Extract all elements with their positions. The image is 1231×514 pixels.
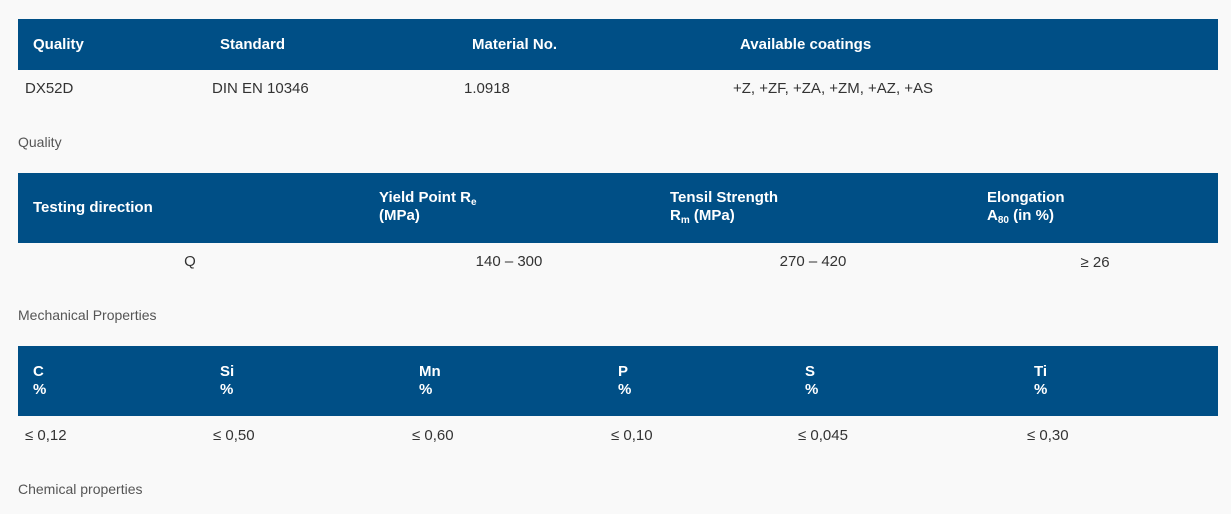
element: Mn [419,363,441,380]
header-standard: Standard [220,36,286,53]
caption-mechanical: Mechanical Properties [18,307,157,323]
cell-testing-direction: Q [184,253,196,270]
cell-tensil-strength: 270 – 420 [779,253,847,270]
element: C [33,363,44,380]
cell-elongation: ≥ 26 [1080,254,1110,271]
cell-si: ≤ 0,50 [213,427,255,444]
cell-c: ≤ 0,12 [25,427,67,444]
cell-yield-point: 140 – 300 [475,253,543,270]
cell-coatings: +Z, +ZF, +ZA, +ZM, +AZ, +AS [733,80,934,97]
subscript: 80 [997,215,1009,226]
mechanical-table-header [18,173,1218,243]
header-ti: Ti% [1034,363,1047,399]
header-symbol: R [670,207,681,224]
cell-p: ≤ 0,10 [611,427,653,444]
header-text: Elongation [987,189,1065,206]
header-yield-point: Yield Point Re (MPa) [379,189,477,225]
header-elongation: Elongation A80 (in %) [987,189,1065,226]
header-c: C% [33,363,46,399]
header-unit: (in %) [1008,207,1054,224]
subscript: m [680,215,690,226]
element: S [805,363,816,380]
header-text: Tensil Strength [670,189,779,206]
header-si: Si% [220,363,234,399]
header-material-no: Material No. [472,36,558,53]
cell-ti: ≤ 0,30 [1027,427,1069,444]
header-s: S% [805,363,818,399]
unit: % [1034,381,1048,398]
header-symbol: A [987,207,998,224]
quality-table-header [18,19,1218,70]
header-quality: Quality [33,36,84,53]
header-text: Testing direction [33,199,153,216]
cell-quality: DX52D [25,80,74,97]
cell-standard: DIN EN 10346 [212,80,309,97]
header-text: Yield Point R [379,189,471,206]
element: P [618,363,629,380]
header-testing-direction: Testing direction [33,199,153,217]
header-unit: (MPa) [379,207,420,224]
cell-material-no: 1.0918 [464,80,510,97]
cell-s: ≤ 0,045 [798,427,848,444]
unit: % [618,381,632,398]
header-mn: Mn% [419,363,441,399]
unit: % [33,381,47,398]
header-available-coatings: Available coatings [740,36,872,53]
subscript: e [470,197,477,208]
header-unit: (MPa) [689,207,735,224]
element: Ti [1034,363,1048,380]
unit: % [419,381,433,398]
unit: % [220,381,234,398]
header-p: P% [618,363,631,399]
chemical-table-header [18,346,1218,416]
element: Si [220,363,235,380]
caption-quality: Quality [18,134,62,150]
cell-mn: ≤ 0,60 [412,427,454,444]
caption-chemical: Chemical properties [18,481,143,497]
header-tensil-strength: Tensil Strength Rm (MPa) [670,189,779,226]
unit: % [805,381,819,398]
